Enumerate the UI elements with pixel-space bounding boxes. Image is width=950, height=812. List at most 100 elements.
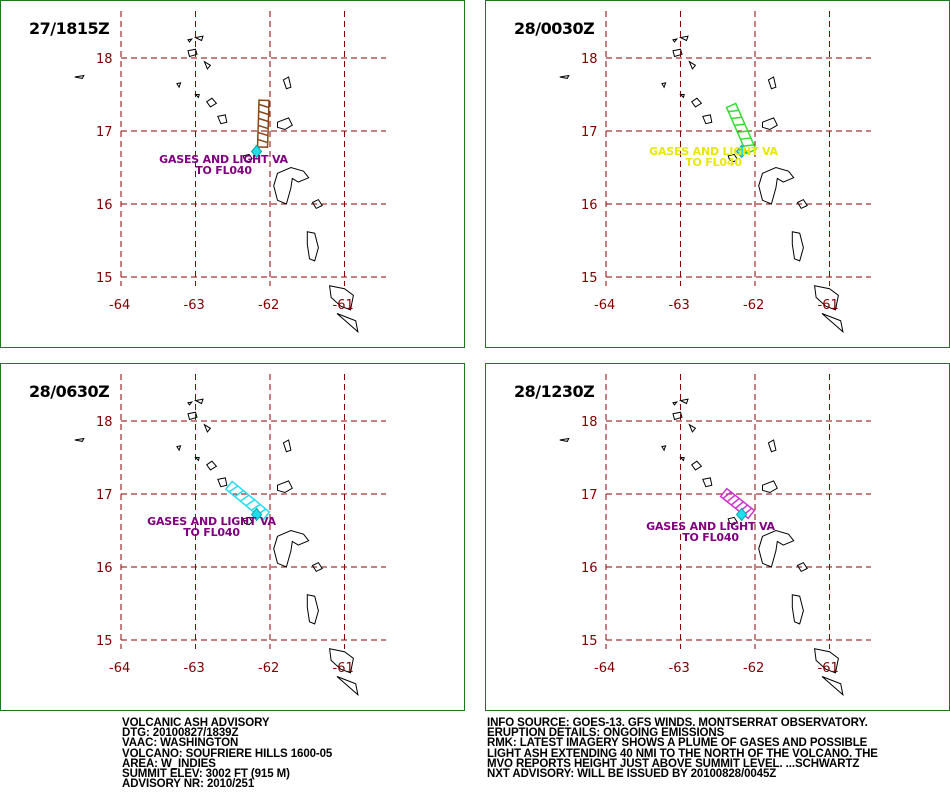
island-outline [242,516,253,526]
lon-tick-label: -64 [109,661,130,676]
ash-plume-outline [725,102,757,155]
island-outline [273,166,310,205]
ash-plume-hatch [245,499,255,507]
panel-time: 28/0630Z [29,382,110,401]
island-outline [306,231,319,262]
island-outline [329,285,354,311]
advisory-line: LIGHT ASH EXTENDING 40 NMI TO THE NORTH … [487,747,878,760]
island-outline [821,313,844,334]
lat-tick-label: 17 [581,125,598,140]
advisory-line: RMK: LATEST IMAGERY SHOWS A PLUME OF GAS… [487,737,868,750]
advisory-line: VOLCANIC ASH ADVISORY [122,717,270,729]
island-outline [282,439,292,453]
island-outline [767,76,777,90]
island-outline [672,48,683,58]
island-outline [187,38,194,43]
lat-tick-label: 15 [96,634,113,649]
plume-label-line-1: GASES AND LIGHT VA [646,520,775,533]
lon-tick-label: -63 [669,661,690,676]
lat-tick-label: 16 [581,561,598,576]
lon-tick-label: -64 [109,298,130,313]
lon-tick-label: -63 [669,298,690,313]
lat-tick-label: 18 [96,415,113,430]
island-outline [193,35,204,42]
island-outline [559,74,570,79]
island-outline [187,48,198,58]
plume-label-line-2: TO FL040 [195,164,252,177]
ash-plume-hatch [239,494,250,502]
map-canvas: 18 17 16 15 -64 -63 -62 -61 [74,11,386,334]
island-outline [311,198,323,210]
island-outline [559,437,570,442]
island-outline [762,480,778,494]
island-outline [205,97,218,108]
lat-tick-label: 18 [96,52,113,67]
advisory-line: ADVISORY NR: 2010/251 [122,778,255,791]
ash-plume-hatch [257,138,268,144]
ash-plume-outline [256,99,270,148]
island-outline [796,561,808,573]
plume-label-line-2: TO FL040 [682,531,739,544]
advisory-line: DTG: 20100827/1839Z [122,727,239,740]
island-outline [821,676,844,697]
lon-tick-label: -62 [258,661,279,676]
island-outline [187,401,194,406]
lon-tick-label: -62 [743,661,764,676]
lon-tick-label: -62 [743,298,764,313]
island-outline [758,529,795,568]
lat-tick-label: 18 [581,52,598,67]
island-outline [678,35,689,42]
plume-label-line-1: GASES AND LIGHT VA [649,145,778,158]
panel-time: 28/0030Z [514,19,595,38]
island-outline [672,401,679,406]
advisory-line: NXT ADVISORY: WILL BE ISSUED BY 20100828… [487,768,777,781]
island-outline [203,423,212,433]
lon-tick-label: -61 [818,298,839,313]
lat-tick-label: 17 [96,125,113,140]
ash-plume-hatch [258,103,270,109]
island-outline [661,445,667,452]
plume-label: GASES AND LIGHT VA TO FL040 [139,516,284,538]
forecast-panel-1: 18 17 16 15 -64 -63 -62 -61 27/1815Z GASES AND … [0,0,465,348]
advisory-line: VOLCANO: SOUFRIERE HILLS 1600-05 [122,747,333,760]
island-outline [679,94,685,99]
island-outline [217,114,228,125]
forecast-panel-2: 18 17 16 15 -64 -63 -62 -61 28/0030Z GASES AND … [485,0,950,348]
ash-plume-hatch [730,497,740,506]
lon-tick-label: -61 [333,661,354,676]
ash-plume-hatch [728,109,739,113]
volcano-marker-icon [735,507,748,522]
ash-plume-hatch [734,123,745,127]
island-outline [242,153,253,163]
lat-tick-label: 16 [581,198,598,213]
ash-plume-hatch [726,494,736,503]
ash-plume-hatch [731,116,742,120]
lon-tick-label: -63 [184,661,205,676]
island-outline [796,198,808,210]
island-outline [187,411,198,421]
advisory-line: ERUPTION DETAILS: ONGOING EMISSIONS [487,727,725,740]
ash-plume-hatch [737,130,748,134]
volcano-marker-icon [735,144,748,159]
advisory-line: MVO REPORTS HEIGHT JUST ABOVE SUMMIT LEV… [487,757,860,770]
lat-tick-label: 15 [581,271,598,286]
lon-tick-label: -61 [333,298,354,313]
lat-tick-label: 16 [96,198,113,213]
lat-tick-label: 15 [96,271,113,286]
island-outline [336,313,359,334]
lon-tick-label: -62 [258,298,279,313]
island-outline [679,457,685,462]
island-outline [74,437,85,442]
ash-plume-hatch [258,117,269,123]
volcano-marker-icon [250,144,263,159]
island-outline [702,114,713,125]
island-outline [702,477,713,488]
island-outline [193,398,204,405]
island-outline [814,648,839,674]
advisory-line: VAAC: WASHINGTON [122,737,239,750]
island-outline [688,60,697,70]
panel-time: 27/1815Z [29,19,110,38]
lat-tick-label: 17 [581,488,598,503]
island-outline [277,480,293,494]
island-outline [672,38,679,43]
